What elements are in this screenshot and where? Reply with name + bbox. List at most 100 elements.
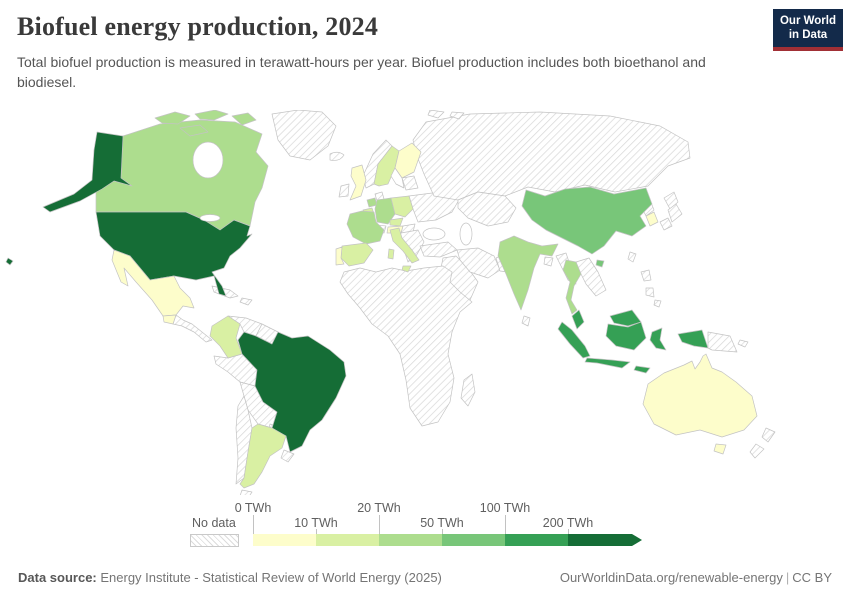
region-new-zealand[interactable]: [749, 443, 765, 459]
legend-tick: [379, 515, 380, 534]
country-canada[interactable]: [95, 119, 269, 231]
black-sea: [422, 227, 446, 241]
country-indonesia-kalimantan[interactable]: [605, 321, 647, 351]
world-map: [0, 110, 850, 495]
country-usa-alaska[interactable]: [42, 131, 133, 213]
region-baltics[interactable]: [401, 175, 419, 191]
footer-right: OurWorldinData.org/renewable-energy | CC B…: [560, 570, 832, 585]
legend-color-bar: [253, 534, 642, 546]
region-chile[interactable]: [235, 395, 253, 485]
legend-tick: [253, 515, 254, 534]
legend-bar-wrap: 0 TWh 10 TWh 20 TWh 50 TWh 100 TWh 200 TWh: [235, 501, 648, 553]
owid-logo-line2: in Data: [788, 29, 828, 42]
region-madagascar[interactable]: [460, 373, 476, 407]
country-canada-island[interactable]: [194, 110, 229, 121]
region-japan[interactable]: [667, 203, 683, 223]
country-finland[interactable]: [394, 142, 422, 179]
region-japan[interactable]: [659, 217, 673, 231]
country-indonesia-lesser-sunda[interactable]: [633, 365, 651, 374]
region-cuba[interactable]: [211, 285, 239, 299]
country-indonesia-papua[interactable]: [677, 329, 709, 349]
region-indochina[interactable]: [575, 257, 607, 297]
legend-bin-2[interactable]: [379, 534, 442, 546]
country-portugal[interactable]: [335, 246, 345, 266]
legend-bin-4[interactable]: [505, 534, 568, 546]
legend-tick-label: 100 TWh: [479, 501, 531, 515]
region-africa[interactable]: [339, 265, 473, 427]
country-china-hainan[interactable]: [595, 259, 605, 268]
legend-no-data-swatch[interactable]: [190, 534, 239, 547]
country-guatemala[interactable]: [162, 314, 177, 325]
region-new-britain[interactable]: [737, 339, 749, 348]
country-malaysia-peninsula[interactable]: [571, 309, 585, 330]
country-colombia[interactable]: [209, 315, 243, 359]
region-russia[interactable]: [412, 111, 691, 201]
legend-tick-label: 50 TWh: [420, 516, 464, 530]
country-indonesia-sumatra[interactable]: [557, 321, 591, 359]
region-bangladesh[interactable]: [543, 256, 554, 267]
country-usa-hawaii[interactable]: [5, 257, 14, 266]
country-canada-island[interactable]: [179, 124, 209, 137]
region-sri-lanka[interactable]: [521, 315, 531, 327]
legend-tick: [442, 529, 443, 534]
region-arctic-island[interactable]: [449, 111, 465, 120]
hudson-bay: [192, 141, 224, 179]
region-turkey[interactable]: [419, 241, 458, 258]
country-china[interactable]: [521, 186, 653, 255]
country-spain[interactable]: [340, 242, 374, 267]
country-indonesia-java[interactable]: [584, 357, 631, 369]
region-svalbard[interactable]: [427, 110, 445, 119]
country-india[interactable]: [497, 235, 559, 311]
country-czechia[interactable]: [389, 217, 404, 227]
region-greenland[interactable]: [271, 110, 337, 161]
legend-tick: [568, 529, 569, 534]
region-central-america[interactable]: [172, 314, 213, 343]
region-philippines[interactable]: [653, 299, 662, 308]
country-argentina[interactable]: [239, 423, 287, 489]
country-poland[interactable]: [390, 195, 414, 218]
country-thailand[interactable]: [562, 259, 582, 315]
country-brazil[interactable]: [237, 331, 347, 453]
region-iran[interactable]: [456, 247, 501, 279]
region-uruguay[interactable]: [280, 449, 295, 463]
country-australia[interactable]: [642, 353, 758, 438]
owid-logo[interactable]: Our World in Data: [773, 9, 843, 51]
legend-tick-label: 10 TWh: [294, 516, 338, 530]
legend-tick: [316, 529, 317, 534]
region-iceland[interactable]: [329, 151, 345, 161]
country-mexico[interactable]: [111, 249, 195, 317]
country-malaysia-borneo[interactable]: [609, 309, 642, 327]
region-tierra-del-fuego[interactable]: [239, 489, 253, 495]
footer-separator: |: [785, 570, 790, 585]
footer-url[interactable]: OurWorldinData.org/renewable-energy: [559, 570, 783, 585]
owid-logo-line1: Our World: [779, 15, 836, 27]
region-philippines[interactable]: [645, 287, 655, 298]
footer: Data source: Energy Institute - Statisti…: [18, 570, 832, 585]
region-hispaniola[interactable]: [239, 297, 253, 306]
country-italy-sardinia[interactable]: [387, 248, 395, 260]
region-taiwan[interactable]: [627, 251, 637, 263]
footer-license[interactable]: CC BY: [792, 570, 832, 585]
legend-bin-5[interactable]: [568, 534, 642, 546]
country-australia-tasmania[interactable]: [713, 443, 727, 455]
legend-bin-3[interactable]: [442, 534, 505, 546]
country-united-kingdom[interactable]: [349, 164, 367, 201]
country-italy[interactable]: [389, 227, 420, 264]
region-new-zealand[interactable]: [761, 427, 776, 443]
legend-bin-1[interactable]: [316, 534, 379, 546]
region-philippines[interactable]: [640, 269, 652, 282]
legend-bin-0[interactable]: [253, 534, 316, 546]
country-italy-sicily[interactable]: [401, 265, 412, 273]
country-indonesia-sulawesi[interactable]: [649, 327, 667, 351]
country-canada-island[interactable]: [231, 112, 257, 126]
data-source-text: Energy Institute - Statistical Review of…: [96, 570, 442, 585]
region-papua-new-guinea[interactable]: [707, 331, 738, 353]
country-south-korea[interactable]: [645, 211, 659, 227]
country-france[interactable]: [346, 210, 385, 245]
data-source-label: Data source:: [18, 570, 97, 585]
caspian-sea: [459, 222, 473, 246]
region-central-asia[interactable]: [457, 191, 517, 227]
region-ireland[interactable]: [338, 183, 350, 198]
country-canada-island[interactable]: [154, 111, 191, 125]
